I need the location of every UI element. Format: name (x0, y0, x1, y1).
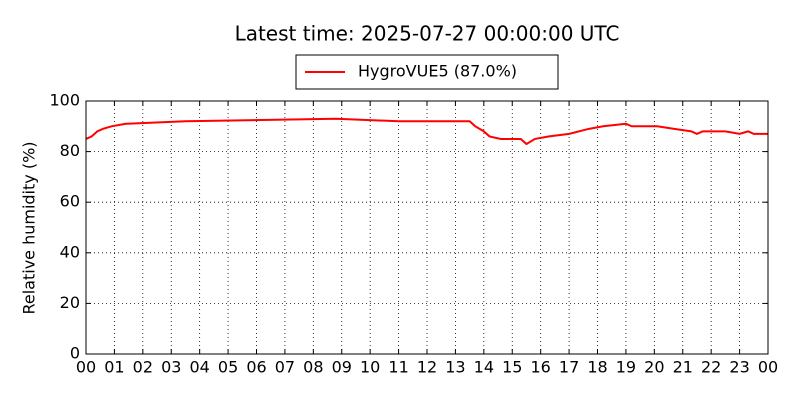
x-tick-label: 03 (161, 358, 181, 377)
x-tick-label: 05 (218, 358, 238, 377)
x-tick-label: 18 (587, 358, 607, 377)
chart-title: Latest time: 2025-07-27 00:00:00 UTC (235, 22, 620, 46)
x-tick-label: 00 (76, 358, 96, 377)
x-tick-label: 10 (360, 358, 380, 377)
y-axis-label: Relative humidity (%) (20, 141, 39, 314)
y-tick-label: 40 (60, 242, 80, 261)
x-tick-label: 01 (104, 358, 124, 377)
x-tick-label: 04 (189, 358, 209, 377)
x-tick-label: 02 (133, 358, 153, 377)
x-tick-label: 23 (729, 358, 749, 377)
x-tick-label: 16 (530, 358, 550, 377)
x-tick-label: 00 (758, 358, 778, 377)
x-tick-label: 21 (673, 358, 693, 377)
y-tick-label: 80 (60, 141, 80, 160)
data-line (85, 117, 768, 146)
x-tick-label: 15 (502, 358, 522, 377)
y-tick-label: 100 (49, 91, 80, 110)
x-tick-label: 20 (644, 358, 664, 377)
x-tick-label: 07 (275, 358, 295, 377)
x-tick-label: 09 (332, 358, 352, 377)
y-tick-label: 20 (60, 293, 80, 312)
x-tick-label: 19 (616, 358, 636, 377)
x-tick-label: 22 (701, 358, 721, 377)
x-tick-label: 12 (417, 358, 437, 377)
plot-frame (85, 100, 769, 355)
x-tick-label: 17 (559, 358, 579, 377)
x-tick-label: 06 (246, 358, 266, 377)
y-tick-label: 60 (60, 192, 80, 211)
x-tick-label: 13 (445, 358, 465, 377)
y-tick-label: 0 (70, 344, 80, 363)
x-tick-label: 14 (474, 358, 494, 377)
legend-label: HygroVUE5 (87.0%) (358, 62, 517, 81)
x-tick-label: 11 (388, 358, 408, 377)
x-tick-label: 08 (303, 358, 323, 377)
